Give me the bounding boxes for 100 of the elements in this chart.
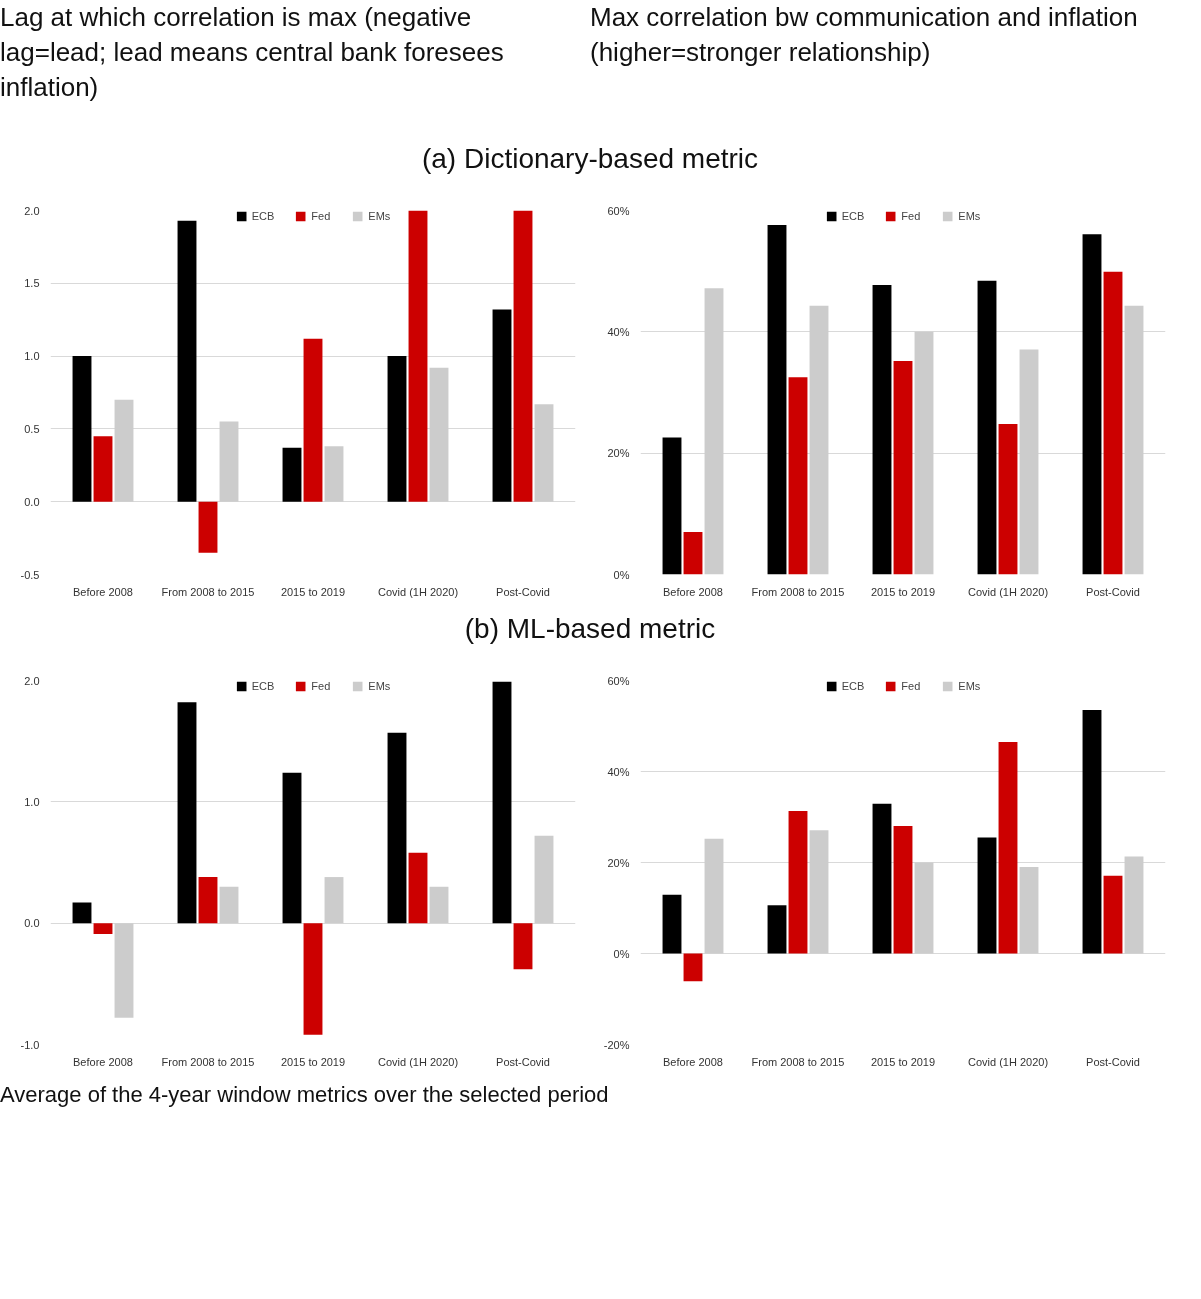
y-tick-label: 1.5	[24, 277, 40, 290]
chart-title: Lag at which correlation is max (negative lag=lead; lead means central bank foresees inflation)	[0, 1, 505, 105]
bar	[809, 305, 829, 575]
legend-label: EMs	[368, 680, 391, 692]
x-tick-label: 2015 to 2019	[870, 585, 936, 598]
y-tick-label: -1.0	[20, 1038, 40, 1051]
bar	[683, 953, 703, 982]
legend-label: ECB	[841, 210, 865, 222]
y-tick-label: 60%	[607, 204, 630, 217]
x-tick-label: Covid (1H 2020)	[967, 1055, 1049, 1068]
x-tick-label: Before 2008	[663, 1055, 723, 1068]
bar	[788, 811, 808, 954]
y-tick-label: -20%	[603, 1038, 630, 1051]
legend-label: EMs	[368, 210, 391, 222]
bar	[282, 447, 302, 502]
x-tick-label: Covid (1H 2020)	[377, 1055, 459, 1068]
bar	[387, 356, 407, 502]
bar	[387, 732, 407, 924]
x-tick-label: 2015 to 2019	[280, 585, 346, 598]
bar	[1103, 271, 1123, 575]
bar	[303, 338, 323, 502]
bar	[324, 877, 344, 924]
bar	[998, 424, 1018, 575]
legend-label: ECB	[251, 680, 275, 692]
bar	[408, 852, 428, 924]
bar	[893, 360, 913, 575]
bar	[492, 681, 512, 924]
bar	[1019, 349, 1039, 575]
bar	[998, 741, 1018, 954]
legend-label: EMs	[958, 680, 981, 692]
bar	[177, 220, 197, 502]
chart-title: Max correlation bw communication and inflation (higher=stronger relationship)	[590, 1, 1139, 70]
bar	[219, 886, 239, 924]
bar	[534, 835, 554, 924]
bar	[1082, 234, 1102, 575]
bar	[114, 923, 134, 1018]
bar	[72, 356, 92, 502]
x-tick-label: Post-Covid	[1086, 585, 1140, 598]
chart-subtitle: (a) Dictionary-based metric	[421, 142, 759, 176]
y-tick-label: 20%	[607, 856, 630, 869]
legend-label: Fed	[311, 210, 332, 222]
bar	[1082, 710, 1102, 954]
legend-label: Fed	[901, 680, 922, 692]
y-tick-label: 0%	[613, 947, 630, 960]
bar	[72, 902, 92, 924]
y-tick-label: 40%	[607, 325, 630, 338]
bar	[513, 210, 533, 502]
bar	[324, 446, 344, 502]
y-tick-label: 40%	[607, 765, 630, 778]
y-tick-label: 2.0	[24, 674, 40, 687]
y-tick-label: 0.0	[24, 917, 40, 930]
bar	[977, 280, 997, 575]
bar	[282, 772, 302, 924]
x-tick-label: Post-Covid	[1086, 1055, 1140, 1068]
bar	[683, 532, 703, 575]
bar	[767, 225, 787, 575]
bar	[704, 288, 724, 575]
bar	[914, 331, 934, 575]
y-tick-label: 1.0	[24, 795, 40, 808]
bar	[662, 437, 682, 575]
x-tick-label: Before 2008	[663, 585, 723, 598]
x-tick-label: From 2008 to 2015	[161, 585, 255, 598]
bar	[872, 285, 892, 575]
legend-label: Fed	[901, 210, 922, 222]
bar	[788, 377, 808, 575]
bar	[492, 309, 512, 502]
bar	[914, 862, 934, 954]
x-tick-label: From 2008 to 2015	[751, 585, 845, 598]
bar	[809, 830, 829, 954]
x-tick-label: From 2008 to 2015	[751, 1055, 845, 1068]
bar	[177, 702, 197, 924]
bar	[662, 894, 682, 954]
bar	[513, 923, 533, 970]
bar	[1019, 867, 1039, 954]
bar	[198, 877, 218, 924]
x-tick-label: Post-Covid	[496, 585, 550, 598]
bar	[767, 905, 787, 954]
bar	[198, 501, 218, 553]
bar	[303, 923, 323, 1035]
x-tick-label: 2015 to 2019	[280, 1055, 346, 1068]
legend-label: ECB	[841, 680, 865, 692]
bar	[977, 837, 997, 954]
legend-label: ECB	[251, 210, 275, 222]
x-tick-label: Before 2008	[73, 585, 133, 598]
x-tick-label: From 2008 to 2015	[161, 1055, 255, 1068]
y-tick-label: 60%	[607, 674, 630, 687]
bar	[93, 436, 113, 502]
bar	[114, 399, 134, 502]
y-tick-label: 0.5	[24, 422, 40, 435]
bar	[872, 803, 892, 954]
y-tick-label: 0%	[613, 568, 630, 581]
bar	[1103, 875, 1123, 954]
legend-label: Fed	[311, 680, 332, 692]
y-tick-label: 0.0	[24, 495, 40, 508]
x-tick-label: Covid (1H 2020)	[967, 585, 1049, 598]
bar	[1124, 305, 1144, 575]
bar	[534, 404, 554, 502]
bar	[893, 826, 913, 954]
legend-label: EMs	[958, 210, 981, 222]
chart-subtitle: (b) ML-based metric	[464, 612, 716, 646]
